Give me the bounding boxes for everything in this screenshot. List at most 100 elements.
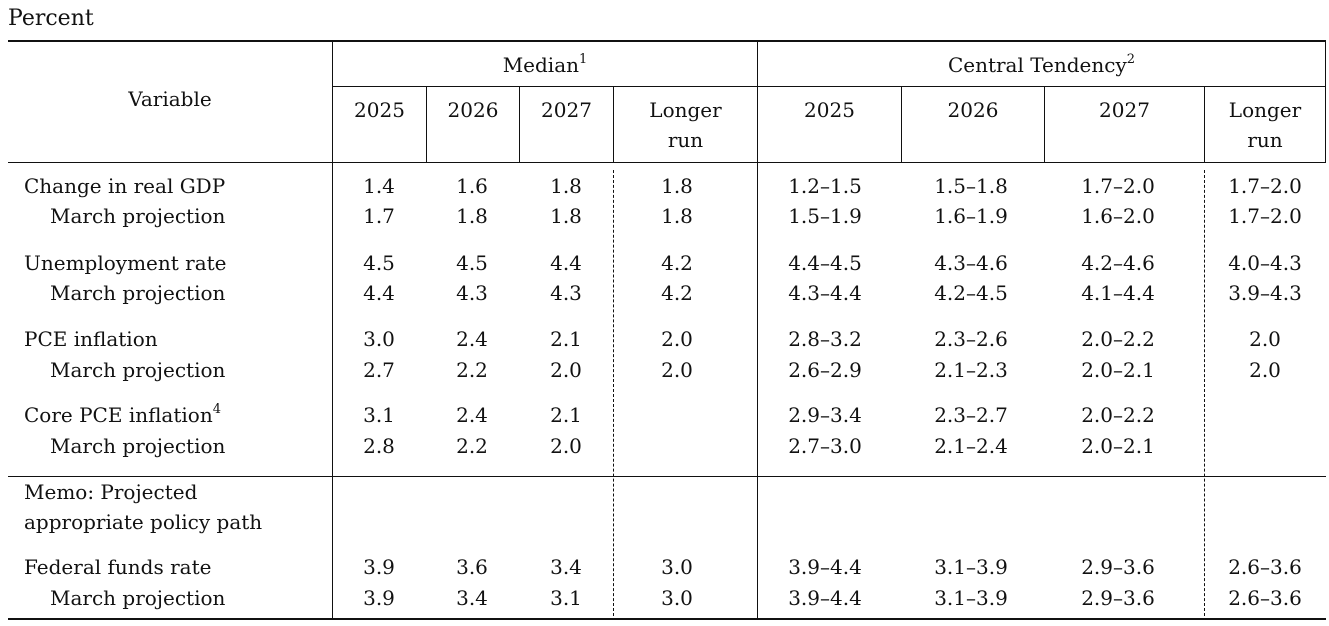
median-cell: 2.0 <box>661 327 693 351</box>
central-tendency-cell: 2.0–2.1 <box>1081 434 1155 458</box>
central-tendency-cell: 2.8–3.2 <box>788 327 862 351</box>
header-central-2025: 2025 <box>804 98 855 122</box>
median-cell: 4.2 <box>661 281 693 305</box>
median-cell: 2.1 <box>550 327 582 351</box>
central-tendency-cell: 2.0 <box>1249 327 1281 351</box>
header-central-tendency: Central Tendency2 <box>758 50 1325 80</box>
central-tendency-cell: 2.1–2.3 <box>934 358 1008 382</box>
header-median-label: Median <box>502 53 580 77</box>
row-label: PCE inflation <box>24 325 158 353</box>
row-label-text: Unemployment rate <box>24 251 227 275</box>
right-border <box>1325 42 1326 163</box>
central-tendency-cell: 4.2–4.6 <box>1081 251 1155 275</box>
row-label: March projection <box>50 279 225 307</box>
row-label: Core PCE inflation4 <box>24 401 221 429</box>
median-cell: 1.8 <box>456 204 488 228</box>
top-rule <box>8 40 1326 42</box>
median-cell: 4.3 <box>550 281 582 305</box>
median-cell: 3.4 <box>550 555 582 579</box>
median-cell: 2.0 <box>550 434 582 458</box>
median-cell: 2.0 <box>661 358 693 382</box>
median-cell: 1.6 <box>456 174 488 198</box>
median-cell: 4.3 <box>456 281 488 305</box>
memo-line-1: Memo: Projected <box>24 480 198 504</box>
memo-separator-rule <box>8 476 1326 477</box>
median-cell: 1.7 <box>363 204 395 228</box>
central-tendency-cell: 3.9–4.3 <box>1228 281 1302 305</box>
row-label: Federal funds rate <box>24 553 211 581</box>
header-central-tendency-label: Central Tendency <box>947 53 1127 77</box>
central-tendency-cell: 1.7–2.0 <box>1228 174 1302 198</box>
central-tendency-cell: 4.4–4.5 <box>788 251 862 275</box>
central-tendency-cell: 1.6–1.9 <box>934 204 1008 228</box>
row-label-text: March projection <box>50 358 226 382</box>
header-variable: Variable <box>128 87 212 111</box>
median-cell: 3.1 <box>363 403 395 427</box>
median-cell: 2.1 <box>550 403 582 427</box>
median-cell: 1.4 <box>363 174 395 198</box>
median-cell: 2.0 <box>550 358 582 382</box>
header-central-tendency-note: 2 <box>1126 52 1136 67</box>
central-tendency-cell: 2.7–3.0 <box>788 434 862 458</box>
memo-line-2: appropriate policy path <box>24 510 263 534</box>
median-cell: 1.8 <box>661 174 693 198</box>
central-tendency-cell: 3.1–3.9 <box>934 586 1008 610</box>
central-tendency-cell: 1.5–1.8 <box>934 174 1008 198</box>
header-median-2025: 2025 <box>354 98 405 122</box>
median-cell: 1.8 <box>550 204 582 228</box>
median-cell: 4.2 <box>661 251 693 275</box>
row-label-text: March projection <box>50 434 226 458</box>
header-central-longer-run: Longer run <box>1228 98 1302 152</box>
central-tendency-cell: 2.9–3.6 <box>1081 555 1155 579</box>
header-subrule <box>333 86 1326 87</box>
median-cell: 1.8 <box>550 174 582 198</box>
header-median-note: 1 <box>579 52 588 67</box>
central-tendency-cell: 2.9–3.4 <box>788 403 862 427</box>
central-tendency-cell: 4.1–4.4 <box>1081 281 1155 305</box>
central-tendency-cell: 2.6–3.6 <box>1228 555 1302 579</box>
bottom-rule <box>8 618 1326 620</box>
row-label-text: PCE inflation <box>24 327 158 351</box>
median-cell: 3.0 <box>661 555 693 579</box>
row-label-note: 4 <box>212 402 221 417</box>
unit-label: Percent <box>8 6 94 31</box>
central-tendency-cell: 1.7–2.0 <box>1228 204 1302 228</box>
central-tendency-cell: 2.0–2.1 <box>1081 358 1155 382</box>
header-median-2026: 2026 <box>447 98 499 122</box>
median-cell: 2.2 <box>456 358 488 382</box>
central-tendency-cell: 3.9–4.4 <box>788 586 862 610</box>
row-label: March projection <box>50 356 225 384</box>
central-tendency-cell: 2.6–3.6 <box>1228 586 1302 610</box>
median-cell: 4.4 <box>550 251 582 275</box>
header-median: Median1 <box>333 50 757 80</box>
central-tendency-cell: 4.2–4.5 <box>934 281 1008 305</box>
row-label-text: March projection <box>50 281 226 305</box>
median-cell: 3.0 <box>661 586 693 610</box>
row-label-text: March projection <box>50 204 226 228</box>
central-tendency-cell: 2.3–2.6 <box>934 327 1008 351</box>
variable-column-divider <box>332 42 333 618</box>
median-cell: 3.0 <box>363 327 395 351</box>
median-cell: 2.2 <box>456 434 488 458</box>
central-tendency-cell: 4.0–4.3 <box>1228 251 1302 275</box>
median-cell: 2.4 <box>456 403 488 427</box>
header-central-2027: 2027 <box>1099 98 1150 122</box>
median-cell: 3.1 <box>550 586 582 610</box>
central-tendency-cell: 2.0 <box>1249 358 1281 382</box>
median-cell: 3.9 <box>363 555 395 579</box>
central-2026-divider <box>1044 86 1045 163</box>
row-label: March projection <box>50 202 225 230</box>
median-cell: 2.4 <box>456 327 488 351</box>
median-cell: 3.6 <box>456 555 488 579</box>
central-tendency-cell: 4.3–4.4 <box>788 281 862 305</box>
central-tendency-cell: 2.0–2.2 <box>1081 403 1155 427</box>
median-cell: 3.4 <box>456 586 488 610</box>
central-tendency-cell: 2.1–2.4 <box>934 434 1008 458</box>
median-longer-run-dashed-divider <box>613 170 614 616</box>
central-tendency-cell: 1.6–2.0 <box>1081 204 1155 228</box>
central-tendency-cell: 1.7–2.0 <box>1081 174 1155 198</box>
central-2025-divider <box>901 86 902 163</box>
central-tendency-cell: 3.1–3.9 <box>934 555 1008 579</box>
central-2027-divider <box>1204 86 1205 163</box>
row-label-text: Core PCE inflation <box>24 403 213 427</box>
